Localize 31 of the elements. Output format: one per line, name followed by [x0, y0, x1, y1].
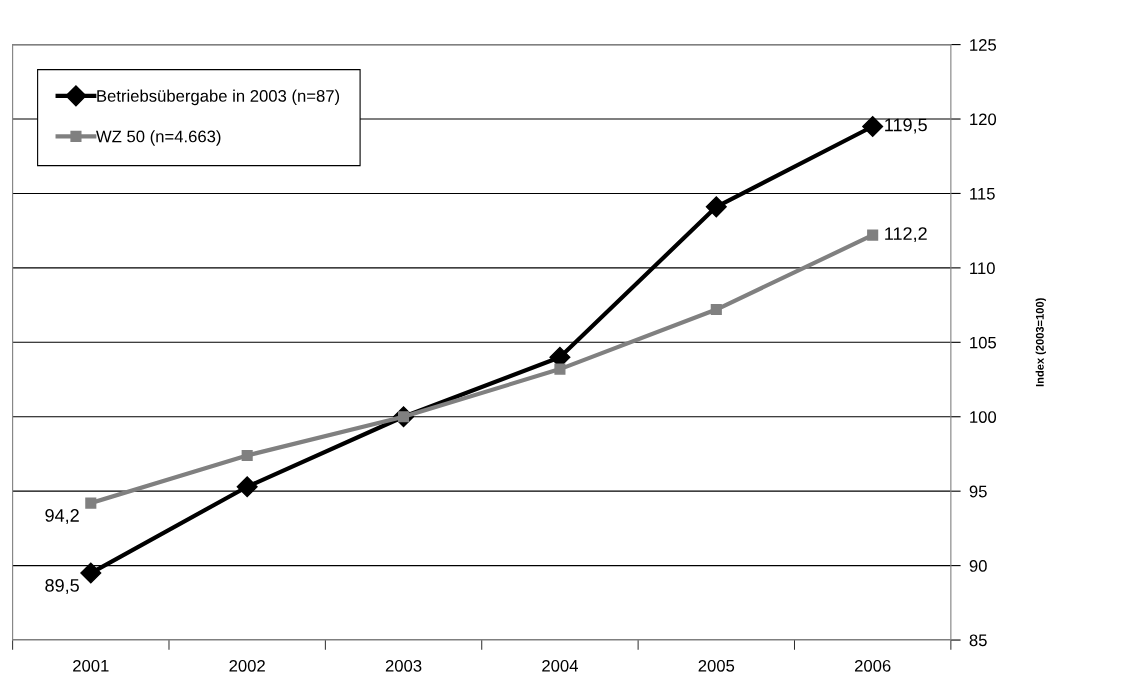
point: [867, 229, 879, 241]
y-tick-label: 95: [969, 485, 987, 498]
point: [862, 115, 884, 137]
y-tick-label: 115: [970, 188, 995, 200]
y-tick-label: 105: [970, 336, 997, 349]
point: [710, 304, 722, 316]
data-label: 112,2: [885, 227, 927, 243]
x-tick-label: 2001: [73, 659, 109, 672]
legend-label: WZ 50 (n=4.663): [96, 130, 221, 146]
point: [85, 497, 97, 509]
x-tick-label: 2006: [854, 659, 891, 672]
y-tick-label: 90: [969, 560, 987, 572]
x-tick-label: 2002: [229, 659, 265, 672]
y-tick-label: 120: [970, 113, 997, 126]
point: [80, 562, 102, 584]
point: [554, 363, 566, 375]
y-tick-label: 125: [970, 38, 997, 51]
data-label: 89,5: [45, 579, 79, 594]
x-tick-label: 2004: [542, 659, 578, 672]
point: [236, 476, 258, 498]
data-label: 94,2: [45, 509, 79, 524]
point: [705, 196, 727, 218]
data-label: 119,5: [885, 118, 927, 134]
y-tick-label: 85: [969, 634, 987, 647]
x-tick-label: 2003: [385, 659, 422, 672]
legend-label: Betriebsübergabe in 2003 (n=87): [97, 89, 340, 106]
x-tick-label: 2005: [698, 659, 735, 672]
y-axis-title: Index (2003=100): [1035, 298, 1046, 387]
y-tick-label: 100: [970, 411, 997, 423]
point: [241, 449, 253, 462]
y-tick-label: 110: [970, 262, 995, 275]
